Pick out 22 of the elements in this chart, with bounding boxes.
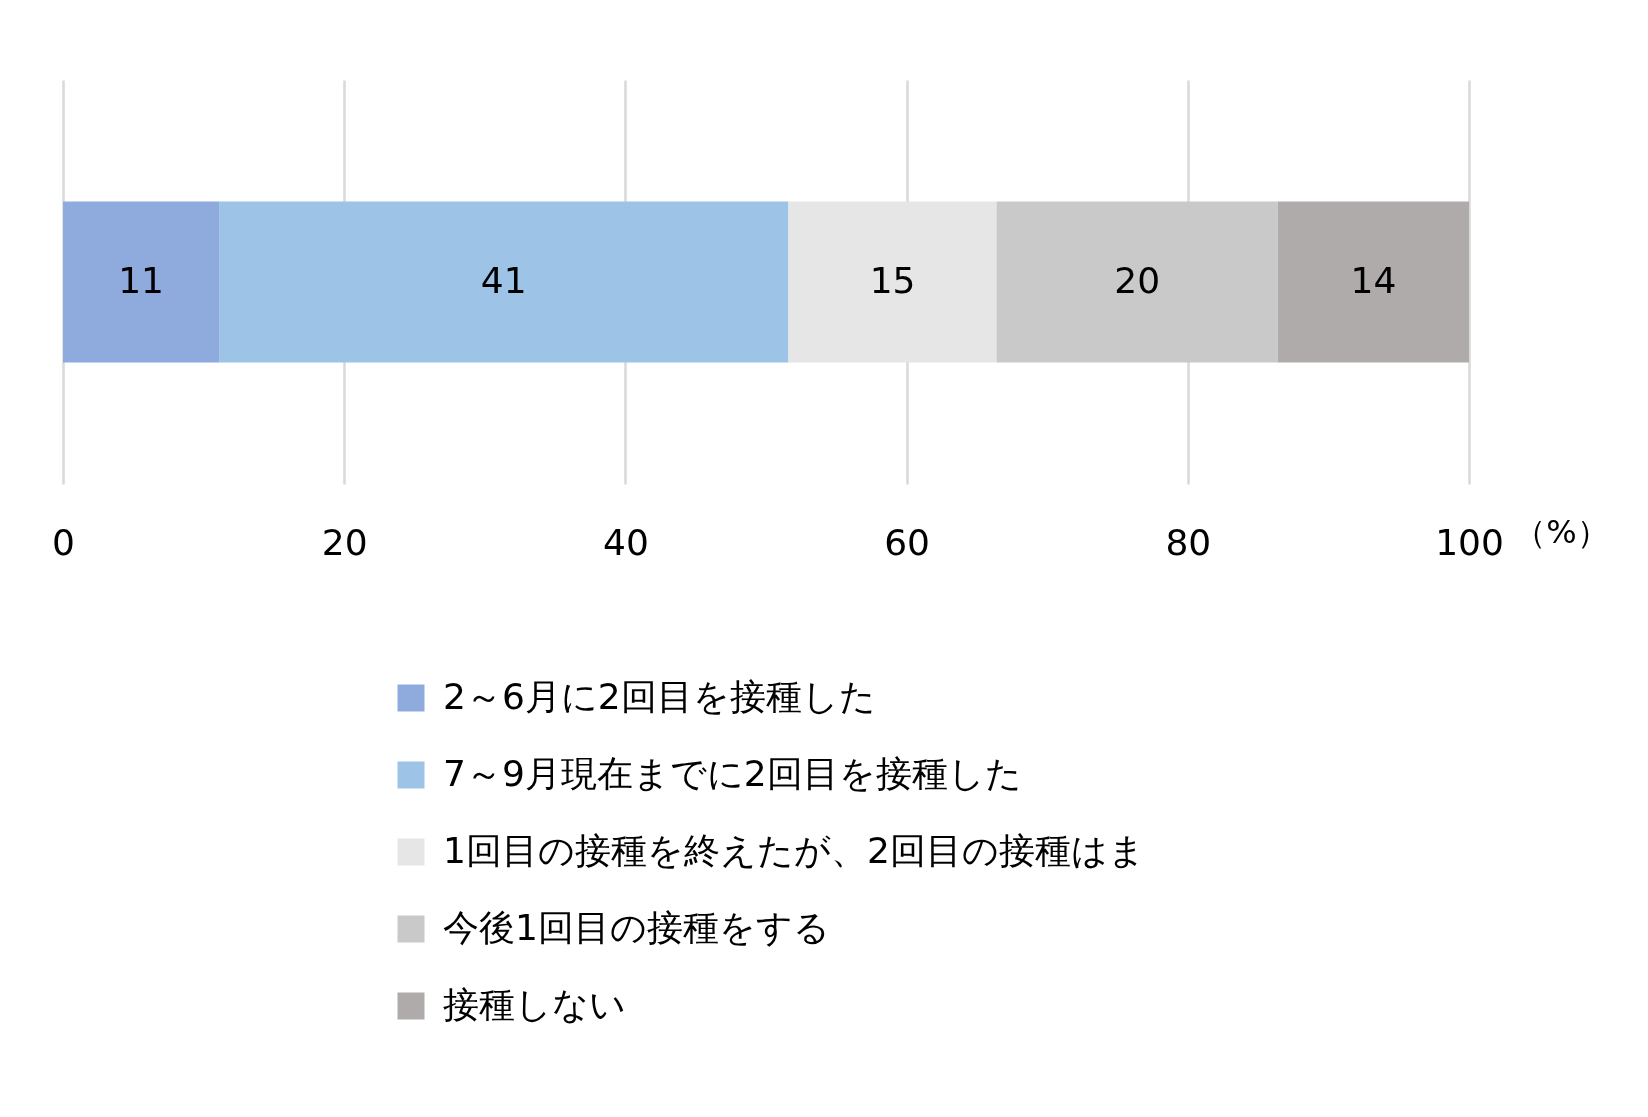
legend-label: 2～6月に2回目を接種した [443, 676, 876, 717]
bar [788, 201, 997, 363]
data-label: 15 [869, 260, 916, 301]
bar [996, 201, 1278, 363]
x-tick-label: 20 [321, 521, 368, 563]
bar [219, 201, 789, 363]
bar [63, 201, 220, 363]
data-label: 20 [1114, 260, 1161, 301]
data-label: 11 [118, 260, 164, 301]
x-tick-label: 0 [52, 521, 75, 563]
legend-label: 1回目の接種を終えたが、2回目の接種はま [443, 830, 1145, 871]
bar [1277, 201, 1469, 363]
x-tick-label: 80 [1165, 521, 1212, 563]
x-tick-label: 60 [884, 521, 931, 563]
legend-label: 7～9月現在までに2回目を接種した [443, 753, 1022, 794]
x-tick-label: 100 [1435, 521, 1504, 563]
legend-label: 今後1回目の接種をする [443, 907, 830, 948]
data-label: 41 [480, 260, 527, 301]
x-axis-title: （%） [1514, 512, 1609, 551]
x-tick-label: 40 [602, 521, 649, 563]
legend-label: 接種しない [443, 984, 626, 1025]
data-label: 14 [1350, 260, 1397, 301]
